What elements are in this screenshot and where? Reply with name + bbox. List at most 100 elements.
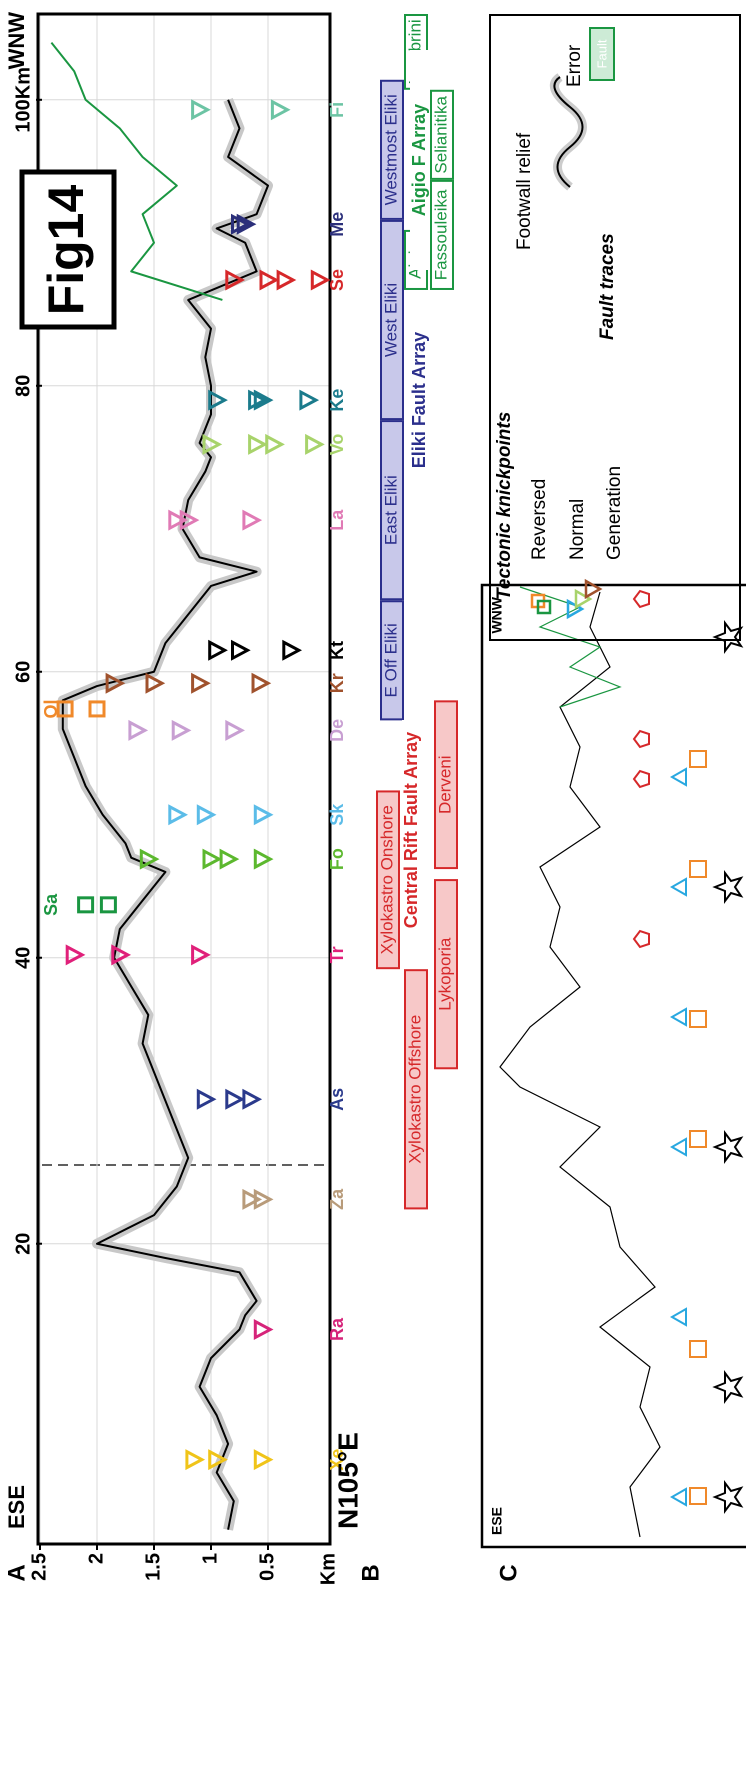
knickpoint	[179, 509, 200, 531]
fault-bar	[380, 79, 404, 220]
legend-label: Reversed	[529, 479, 550, 560]
line-series	[61, 99, 269, 1530]
knickpoint-label: Ol	[41, 699, 61, 718]
legend-label: Footwall relief	[514, 132, 535, 250]
fault-label: West Eliki	[381, 283, 400, 357]
fault-bar	[380, 420, 404, 601]
knickpoint	[191, 99, 211, 121]
plot-frame	[36, 12, 332, 1546]
legend-label: Normal	[567, 499, 588, 560]
axis-end-label: ESE	[4, 1485, 29, 1529]
fault-array-bg	[402, 720, 422, 940]
panel-c-frame	[480, 583, 746, 1549]
knickpoint-label: Sa	[41, 893, 61, 916]
knickpoint	[191, 944, 211, 966]
x-tick-label: 80	[12, 375, 34, 397]
legend-symbols	[530, 578, 603, 620]
legend-label: Fault	[594, 39, 609, 68]
knickpoint-label: Ke	[327, 389, 347, 412]
fault-bar	[380, 219, 404, 421]
schematic-profile	[499, 591, 661, 1538]
knickpoint	[139, 848, 160, 870]
y-axis-label: Km	[317, 1553, 339, 1585]
fault-bar	[434, 700, 458, 870]
knickpoint	[242, 1188, 263, 1210]
fault-bar	[376, 790, 400, 970]
knickpoint	[202, 433, 223, 455]
knickpoint	[299, 389, 320, 411]
knickpoint	[242, 509, 263, 531]
knickpoint	[270, 99, 291, 121]
fault-label: East Eliki	[381, 475, 400, 545]
fault-bar	[434, 879, 458, 1070]
knickpoint	[253, 804, 274, 826]
y-tick-label: 1.5	[142, 1553, 164, 1581]
knickpoint	[225, 719, 245, 741]
knickpoint	[259, 269, 280, 291]
legend-label: Error	[564, 44, 585, 87]
knickpoint-label: La	[327, 509, 347, 531]
knickpoint	[196, 1088, 217, 1110]
y-tick-label: 0.5	[256, 1553, 278, 1581]
y-tick-label: 1	[199, 1553, 221, 1564]
fault-array-bg	[410, 50, 430, 270]
knickpoint-label: Fo	[327, 848, 347, 870]
knickpoint	[253, 1449, 274, 1471]
figure-label: Fig14	[38, 185, 94, 316]
knickpoint-label: De	[327, 719, 347, 742]
x-tick-label: 100Km	[12, 67, 34, 133]
knickpoint	[56, 700, 74, 718]
fault-label: Lykoporia	[435, 937, 454, 1011]
knickpoint	[248, 433, 268, 455]
legend-title: Tectonic knickpoints	[494, 412, 515, 600]
knickpoint-label: Za	[327, 1188, 347, 1210]
knickpoint	[253, 389, 274, 411]
knickpoint	[253, 1188, 274, 1210]
fault-bar	[380, 600, 404, 721]
knickpoint	[196, 804, 217, 826]
knickpoint-label: Sk	[327, 803, 347, 826]
legend-label: Fault traces	[597, 233, 618, 340]
knickpoint	[208, 1449, 228, 1471]
x-tick-label: 40	[12, 947, 34, 969]
panel-c-end: ESE	[489, 1507, 505, 1535]
fault-label: Xylokastro Offshore	[405, 1015, 424, 1164]
knickpoint	[242, 1088, 263, 1110]
knickpoint	[310, 269, 331, 291]
knickpoint	[305, 433, 325, 455]
fault-array-label: Central Rift Fault Array	[401, 732, 421, 928]
knickpoint-label: Se	[327, 269, 347, 291]
fault-label: Xylokastro Onshore	[377, 805, 396, 954]
knickpoint	[88, 700, 106, 718]
knickpoint-label: Me	[327, 212, 347, 237]
x-tick-label: 20	[12, 1233, 34, 1255]
knickpoint	[231, 213, 251, 235]
knickpoint-label: Kt	[327, 641, 347, 660]
axis-end-label: WNW	[4, 12, 29, 70]
x-tick-label: 60	[12, 661, 34, 683]
knickpoint	[77, 896, 95, 914]
knickpoint-label: Fi	[327, 102, 347, 118]
fault-array-label: Aigio F Array	[409, 104, 429, 216]
knickpoint-label: Xe	[327, 1449, 347, 1471]
y-tick-label: 2.5	[28, 1553, 50, 1581]
knickpoint-label: Vo	[327, 434, 347, 456]
knickpoint-label: Kr	[327, 673, 347, 693]
legend-frame	[489, 14, 741, 641]
knickpoint	[236, 213, 257, 235]
knickpoint	[253, 848, 274, 870]
fault-label: Derveni	[435, 755, 454, 814]
y-tick-label: 2	[85, 1553, 107, 1564]
knickpoint	[145, 672, 166, 694]
direction-label: N105°E	[332, 1432, 363, 1529]
knickpoint	[65, 944, 86, 966]
knickpoint	[128, 719, 149, 741]
fault-bar	[404, 969, 428, 1210]
knickpoint	[251, 672, 272, 694]
knickpoint	[208, 639, 228, 661]
fault-bar	[430, 179, 454, 290]
knickpoint	[105, 672, 126, 694]
